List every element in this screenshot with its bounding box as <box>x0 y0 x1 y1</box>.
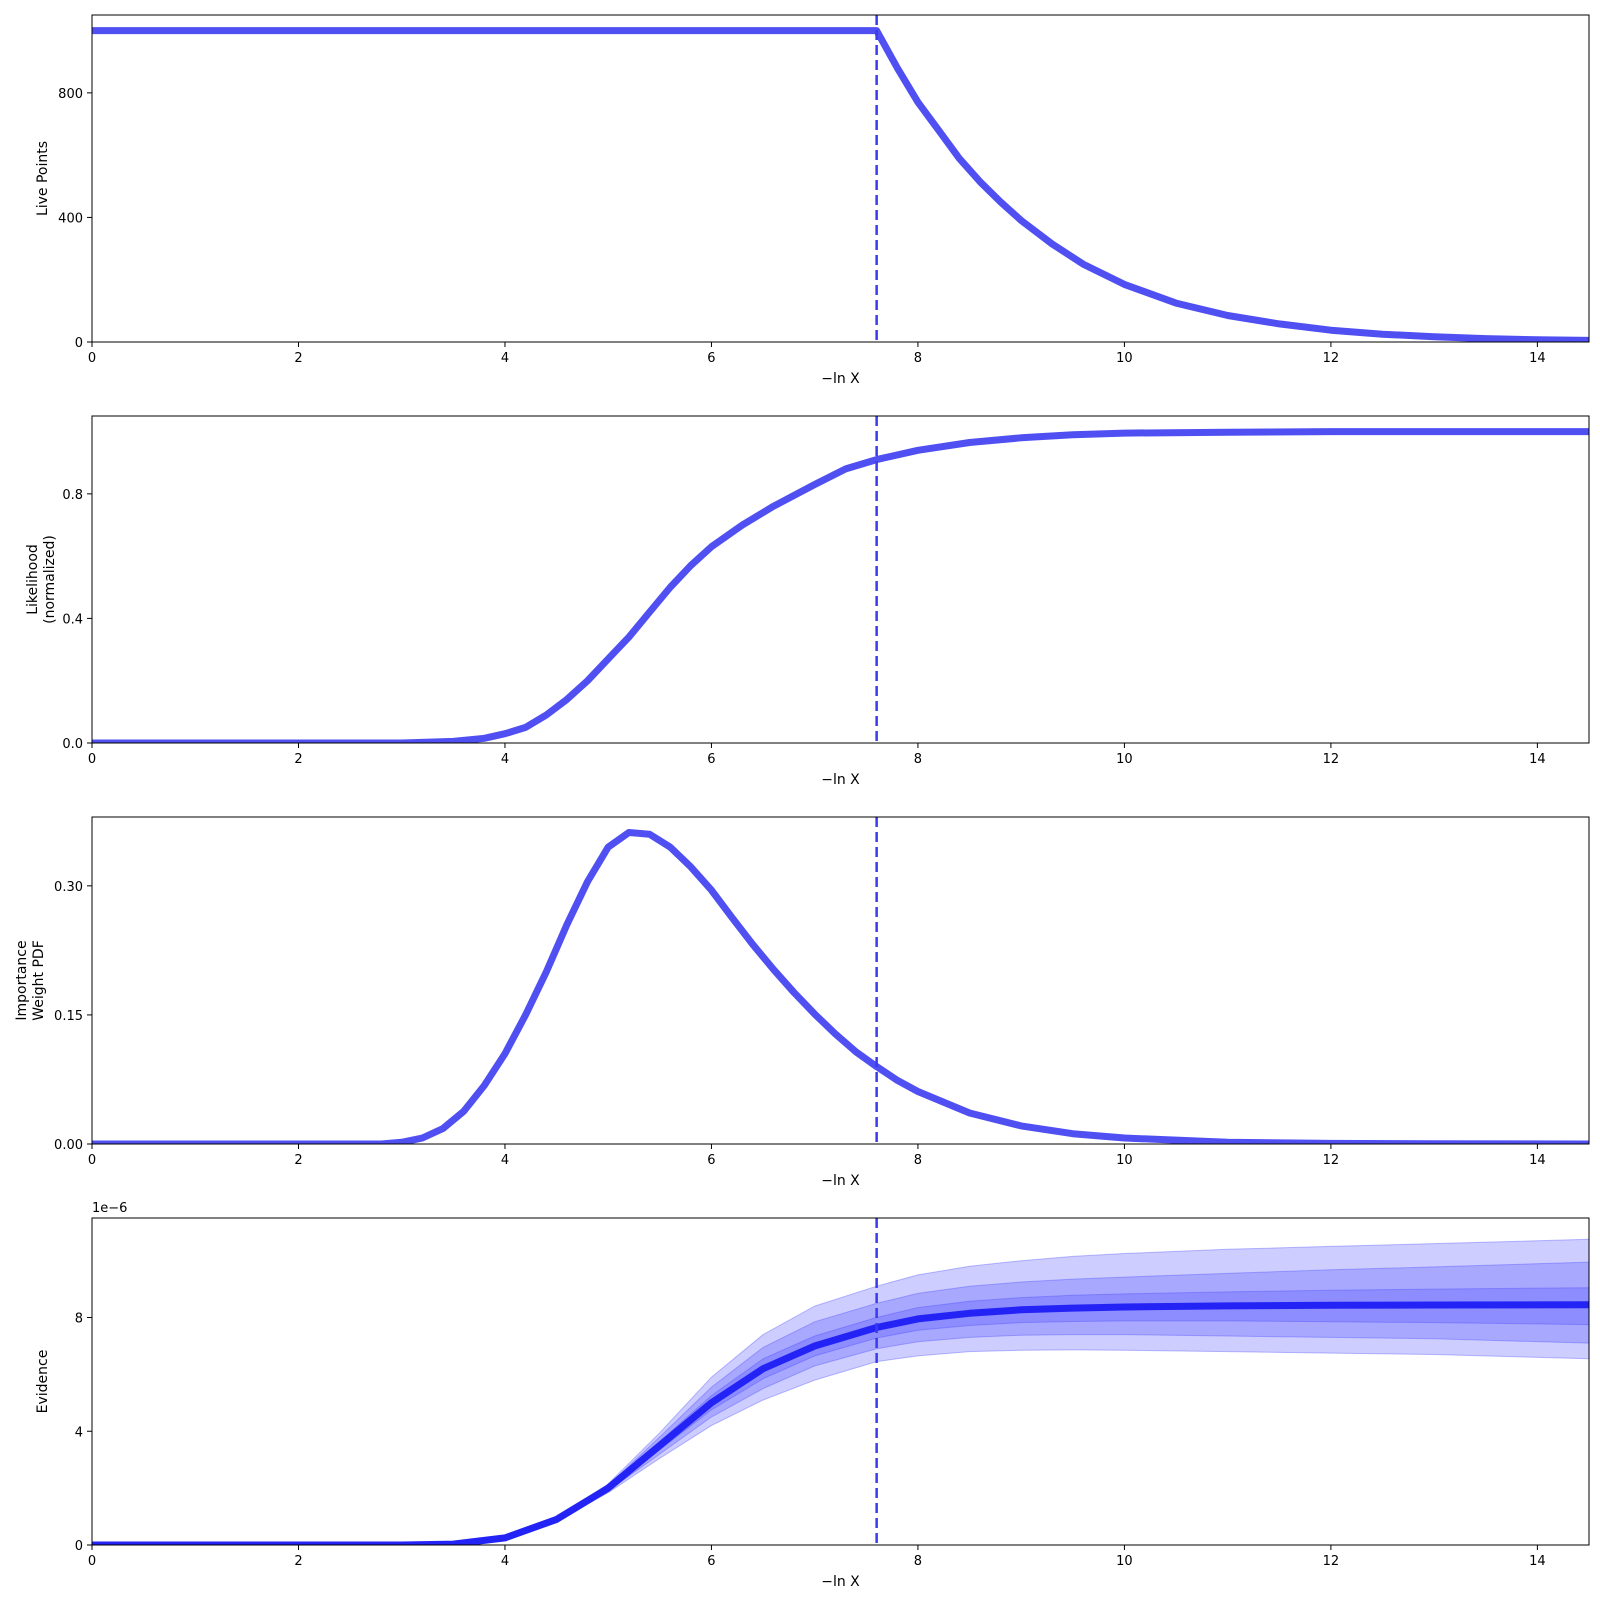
x-tick-label: 10 <box>1116 752 1133 767</box>
x-tick-label: 6 <box>707 752 715 767</box>
y-tick-label: 0.0 <box>62 737 83 752</box>
y-tick-label: 8 <box>75 1312 83 1327</box>
panel-likelihood: 0 2 4 6 8 10 12 14 0.0 0.4 0.8 −ln X Likelihood (norm… <box>25 415 1590 788</box>
x-tick-label: 14 <box>1529 1153 1546 1168</box>
x-axis-label: −ln X <box>821 1574 860 1590</box>
plot-area <box>92 1218 1589 1545</box>
x-tick-label: 8 <box>914 351 922 366</box>
x-tick-label: 6 <box>707 1153 715 1168</box>
y-offset-label: 1e−6 <box>92 1201 127 1216</box>
x-tick-label: 0 <box>88 752 96 767</box>
x-tick-label: 4 <box>501 351 509 366</box>
y-tick-label: 0.00 <box>54 1138 83 1153</box>
x-tick-label: 12 <box>1323 1153 1340 1168</box>
x-tick-label: 8 <box>914 1554 922 1569</box>
y-tick-label: 0.30 <box>54 880 83 895</box>
plot-area <box>92 15 1589 342</box>
x-tick-label: 14 <box>1529 1554 1546 1569</box>
series-line-importance-weight <box>92 829 1589 1144</box>
y-tick-label: 0.15 <box>54 1009 83 1024</box>
y-axis-label: Live Points <box>35 141 51 216</box>
x-tick-label: 14 <box>1529 752 1546 767</box>
panel-evidence: 0 2 4 6 8 10 12 14 0 4 8 −ln X Evidence 1e−6 <box>35 1201 1590 1590</box>
x-axis-label: −ln X <box>821 1173 860 1189</box>
series-line-likelihood <box>92 428 1589 743</box>
y-tick-label: 0 <box>75 1539 83 1554</box>
plot-frame <box>91 1217 1590 1546</box>
y-tick-label: 0.4 <box>62 612 83 627</box>
x-tick-label: 2 <box>294 1153 302 1168</box>
x-tick-label: 10 <box>1116 1554 1133 1569</box>
x-tick-label: 6 <box>707 351 715 366</box>
x-tick-label: 0 <box>88 1153 96 1168</box>
x-tick-label: 2 <box>294 1554 302 1569</box>
x-tick-label: 10 <box>1116 351 1133 366</box>
y-tick-label: 400 <box>58 211 83 226</box>
x-tick-label: 12 <box>1323 1554 1340 1569</box>
y-tick-label: 0.8 <box>62 488 83 503</box>
evidence-median-line <box>92 1301 1589 1545</box>
x-tick-label: 8 <box>914 1153 922 1168</box>
y-axis-label: (normalized) <box>42 535 58 624</box>
y-axis-label: Importance <box>14 940 30 1020</box>
plot-frame <box>91 415 1590 744</box>
y-axis-label: Evidence <box>35 1350 51 1414</box>
x-tick-label: 10 <box>1116 1153 1133 1168</box>
plot-frame <box>91 14 1590 343</box>
x-tick-label: 8 <box>914 752 922 767</box>
x-tick-label: 0 <box>88 351 96 366</box>
y-axis-label: Likelihood <box>25 544 41 615</box>
x-tick-label: 0 <box>88 1554 96 1569</box>
series-line-live-points <box>92 27 1589 342</box>
x-tick-label: 12 <box>1323 351 1340 366</box>
x-axis-label: −ln X <box>821 371 860 387</box>
y-tick-label: 800 <box>58 87 83 102</box>
y-tick-label: 4 <box>75 1425 83 1440</box>
x-tick-label: 6 <box>707 1554 715 1569</box>
x-tick-label: 12 <box>1323 752 1340 767</box>
x-tick-label: 4 <box>501 1153 509 1168</box>
plot-area <box>92 416 1589 743</box>
x-tick-label: 2 <box>294 351 302 366</box>
x-axis-label: −ln X <box>821 772 860 788</box>
x-tick-label: 2 <box>294 752 302 767</box>
panel-importance-weight: 0 2 4 6 8 10 12 14 0.00 0.15 0.30 −ln X Importance We… <box>14 816 1590 1189</box>
plot-area <box>92 817 1589 1144</box>
plot-frame <box>91 816 1590 1145</box>
panel-live-points: 0 2 4 6 8 10 12 14 0 400 800 −ln X Live Points <box>35 14 1590 387</box>
y-axis-label: Weight PDF <box>31 940 47 1021</box>
evidence-band-2 <box>92 1261 1589 1545</box>
x-tick-label: 4 <box>501 752 509 767</box>
x-tick-label: 14 <box>1529 351 1546 366</box>
y-tick-label: 0 <box>75 336 83 351</box>
evidence-band-1 <box>92 1238 1589 1545</box>
x-tick-label: 4 <box>501 1554 509 1569</box>
